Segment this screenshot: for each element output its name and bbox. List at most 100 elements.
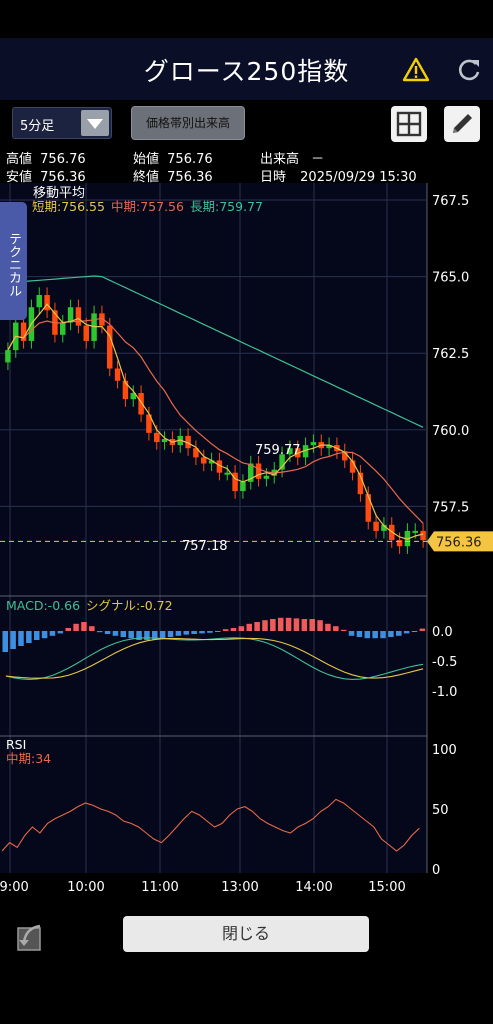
- volume-value: －: [311, 152, 325, 167]
- grid-layout-button[interactable]: [391, 106, 427, 142]
- candle-body: [310, 442, 317, 446]
- macd-histogram-bar: [199, 631, 205, 634]
- low-label: 安値: [6, 170, 33, 185]
- time-tick-label: 10:00: [67, 880, 104, 895]
- bottom-bar: 閉じる: [0, 904, 493, 1024]
- macd-histogram-bar: [325, 623, 331, 631]
- candle-body: [373, 521, 379, 531]
- chart-area[interactable]: 767.5 765.0 762.5 760.0 757.5 756.36 759.77 757…: [0, 183, 493, 903]
- macd-histogram-bar: [364, 631, 371, 639]
- candle-body: [420, 530, 426, 541]
- page-title: グロース250指数: [143, 57, 350, 86]
- technical-tab[interactable]: テクニカル: [0, 202, 27, 320]
- macd-histogram-bar: [388, 631, 394, 637]
- draw-button[interactable]: [444, 106, 480, 142]
- candle-body: [381, 524, 387, 531]
- candle-body: [60, 322, 66, 335]
- macd-histogram-bar: [65, 628, 71, 631]
- candle-body: [5, 350, 11, 363]
- macd-histogram-bar: [348, 631, 355, 636]
- high-annotation: 759.77: [255, 443, 301, 458]
- candle-body: [365, 494, 371, 522]
- macd-histogram-bar: [18, 631, 24, 646]
- high-label: 高値: [6, 152, 33, 167]
- macd-histogram-bar: [285, 617, 292, 631]
- candle-body: [349, 460, 356, 473]
- macd-tick-label: -0.5: [432, 655, 457, 670]
- macd-histogram-bar: [191, 631, 197, 634]
- rsi-legend: 中期:34: [6, 751, 51, 766]
- macd-histogram-bar: [207, 631, 213, 633]
- candle-body: [75, 307, 82, 326]
- refresh-icon[interactable]: [455, 56, 483, 84]
- candle-body: [20, 322, 27, 341]
- rotate-back-icon[interactable]: [10, 918, 48, 954]
- datetime-label: 日時: [260, 170, 287, 185]
- pencil-icon: [453, 114, 472, 133]
- macd-histogram-bar: [33, 631, 40, 640]
- macd-histogram-bar: [175, 631, 182, 636]
- rsi-line: [1, 798, 420, 852]
- macd-histogram-bar: [262, 620, 268, 631]
- candle-body: [99, 313, 105, 326]
- time-tick-label: 13:00: [221, 880, 258, 895]
- candle-body: [146, 414, 152, 433]
- ma-legend-item: 短期:756.55: [32, 199, 105, 214]
- close-label: 終値: [133, 170, 160, 185]
- close-button[interactable]: 閉じる: [123, 916, 369, 952]
- volume-by-price-button[interactable]: 価格帯別出来高: [131, 106, 245, 140]
- macd-histogram-bar: [73, 623, 79, 631]
- warning-icon[interactable]: [402, 56, 430, 84]
- time-tick-label: 14:00: [295, 880, 332, 895]
- macd-histogram-bar: [403, 631, 410, 634]
- time-tick-label: 11:00: [141, 880, 178, 895]
- datetime-value: 2025/09/29 15:30: [300, 170, 417, 185]
- time-tick-label: 15:00: [368, 880, 405, 895]
- open-label: 始値: [133, 152, 160, 167]
- price-tick-label: 765.0: [432, 271, 469, 286]
- interval-select[interactable]: 5分足: [12, 107, 112, 139]
- candle-body: [193, 448, 199, 458]
- macd-histogram-bar: [41, 631, 48, 639]
- macd-pane: [2, 617, 426, 680]
- candle-body: [107, 325, 113, 369]
- quote-high: 高値 756.76: [6, 148, 86, 167]
- macd-histogram-bar: [128, 631, 134, 639]
- quote-volume: 出来高 －: [260, 148, 324, 167]
- macd-histogram-bar: [270, 619, 276, 631]
- price-tick-label: 762.5: [432, 347, 469, 362]
- macd-histogram-bar: [215, 631, 221, 632]
- candle-body: [185, 435, 191, 449]
- candle-body: [216, 460, 223, 473]
- candle-body: [122, 380, 129, 400]
- candle-body: [208, 460, 215, 464]
- candle-body: [224, 472, 230, 475]
- macd-histogram-bar: [246, 623, 252, 631]
- macd-histogram-bar: [112, 631, 119, 636]
- macd-histogram-bar: [301, 619, 308, 631]
- macd-histogram-bar: [152, 631, 158, 640]
- macd-legend: MACD:-0.66: [6, 598, 80, 613]
- short-ma-line: [7, 303, 424, 540]
- macd-histogram-bar: [333, 626, 339, 631]
- macd-histogram-bar: [183, 631, 190, 635]
- price-tick-label: 767.5: [432, 194, 469, 209]
- candle-body: [248, 463, 254, 482]
- time-tick-label: 09:00: [0, 880, 29, 895]
- signal-line: [5, 637, 424, 679]
- current-price-tag: [427, 531, 493, 552]
- close-value: 756.36: [167, 170, 213, 185]
- macd-histogram-bar: [167, 631, 174, 637]
- low-annotation: 757.18: [182, 539, 228, 554]
- grid-icon: [396, 111, 422, 137]
- candle-body: [138, 393, 144, 415]
- rsi-tick-label: 50: [432, 803, 449, 818]
- candle-body: [255, 463, 262, 479]
- macd-histogram-bar: [411, 631, 418, 632]
- macd-histogram-bar: [96, 631, 103, 633]
- chevron-down-icon: [81, 110, 109, 136]
- low-value: 756.36: [40, 170, 86, 185]
- rsi-tick-label: 100: [432, 743, 457, 758]
- chart-labels: 767.5 765.0 762.5 760.0 757.5 756.36 759.77 757…: [0, 186, 493, 895]
- macd-histogram-bar: [10, 631, 16, 649]
